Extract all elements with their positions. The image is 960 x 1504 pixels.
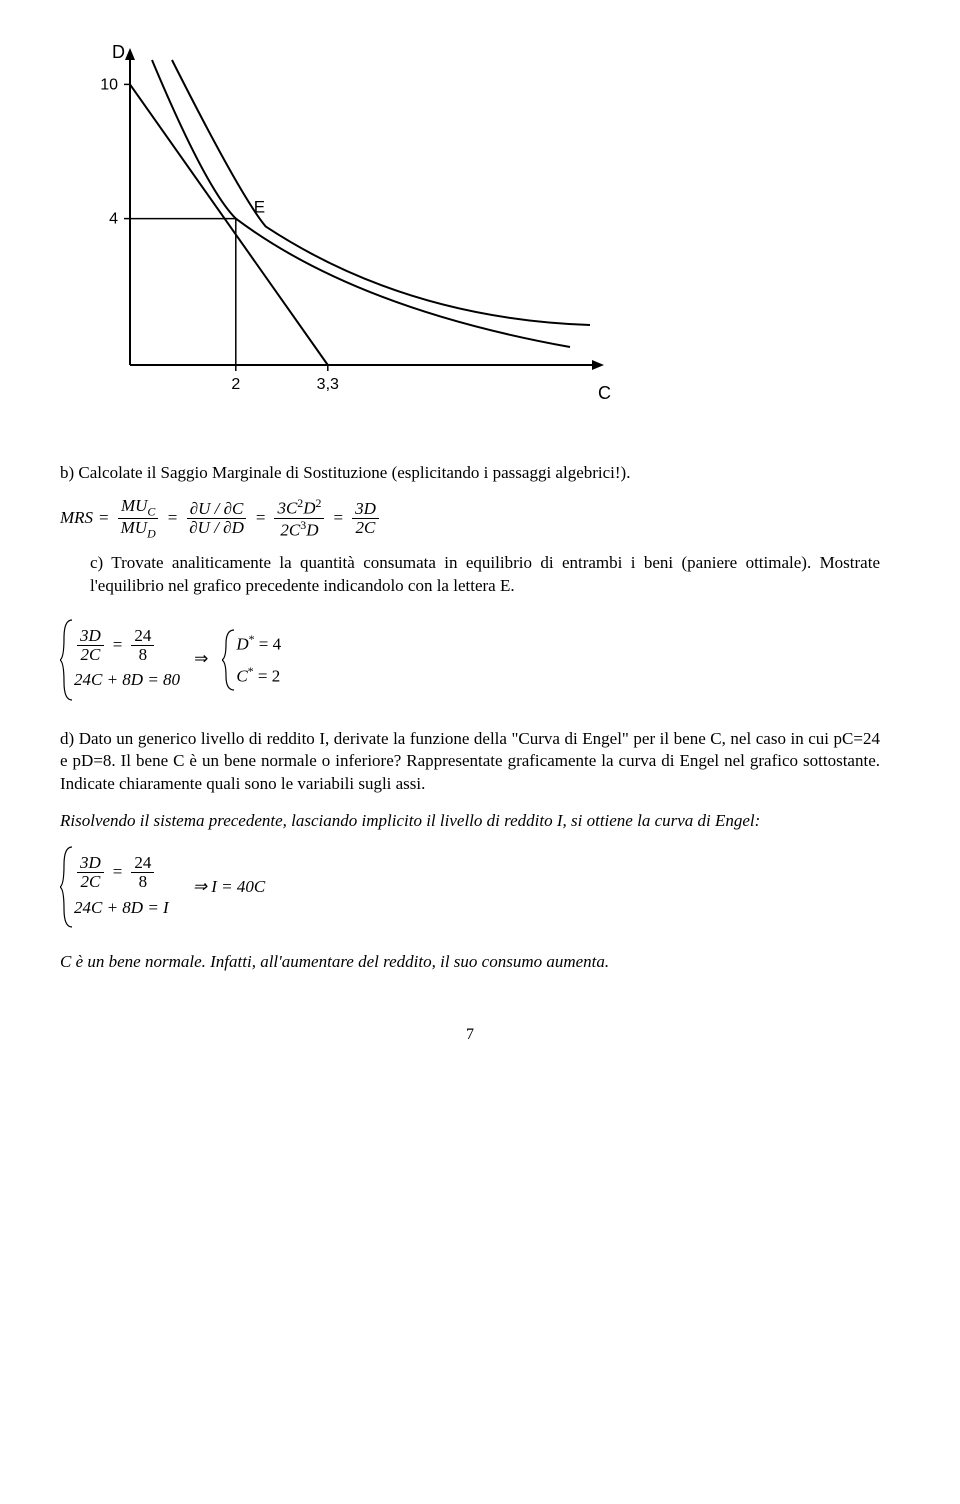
left-brace-icon xyxy=(60,618,74,702)
svg-text:2: 2 xyxy=(231,376,240,393)
svg-text:C: C xyxy=(598,383,611,403)
left-brace-icon xyxy=(60,845,74,929)
sys2-row2: 24C + 8D = I xyxy=(74,897,169,920)
mrs-lhs: MRS xyxy=(60,507,93,530)
sys1-frac-rhs: 24 8 xyxy=(131,627,154,664)
paragraph-d-italic: Risolvendo il sistema precedente, lascia… xyxy=(60,810,880,833)
frac-3d-2c: 3D 2C xyxy=(352,500,379,537)
implies-icon: ⇒ xyxy=(194,648,208,671)
frac-3c2d2: 3C2D2 2C3D xyxy=(274,497,324,539)
eq-sign: = xyxy=(99,507,109,530)
page-number: 7 xyxy=(60,1024,880,1046)
sys1-row2: 24C + 8D = 80 xyxy=(74,669,180,692)
svg-text:4: 4 xyxy=(109,211,118,228)
frac-partial: ∂U / ∂C ∂U / ∂D xyxy=(186,500,247,537)
paragraph-d: d) Dato un generico livello di reddito I… xyxy=(60,728,880,797)
system-2: 3D 2C = 24 8 24C + 8D = I ⇒ I = 40C xyxy=(60,845,880,929)
final-conclusion: C è un bene normale. Infatti, all'aument… xyxy=(60,951,880,974)
sys2-frac-lhs: 3D 2C xyxy=(77,854,104,891)
paragraph-b: b) Calcolate il Saggio Marginale di Sost… xyxy=(60,462,880,485)
svg-text:D: D xyxy=(112,42,125,62)
svg-text:E: E xyxy=(254,198,265,217)
indifference-graph: D C 10 4 2 3,3 E xyxy=(60,40,880,427)
mrs-equation: MRS = MUC MUD = ∂U / ∂C ∂U / ∂D = 3C2D2 … xyxy=(60,497,880,540)
sys1-frac-lhs: 3D 2C xyxy=(77,627,104,664)
eq-sign: = xyxy=(333,507,343,530)
frac-mu: MUC MUD xyxy=(118,497,159,540)
eq-sign: = xyxy=(256,507,266,530)
system-1: 3D 2C = 24 8 24C + 8D = 80 ⇒ D* = 4 C* =… xyxy=(60,618,880,702)
paragraph-c: c) Trovate analiticamente la quantità co… xyxy=(60,552,880,598)
sys2-result: ⇒ I = 40C xyxy=(193,876,265,899)
eq-sign: = xyxy=(168,507,178,530)
graph-svg: D C 10 4 2 3,3 E xyxy=(60,40,620,420)
left-brace-icon xyxy=(222,628,236,692)
svg-text:10: 10 xyxy=(100,76,118,93)
svg-text:3,3: 3,3 xyxy=(317,376,339,393)
sys2-frac-rhs: 24 8 xyxy=(131,854,154,891)
